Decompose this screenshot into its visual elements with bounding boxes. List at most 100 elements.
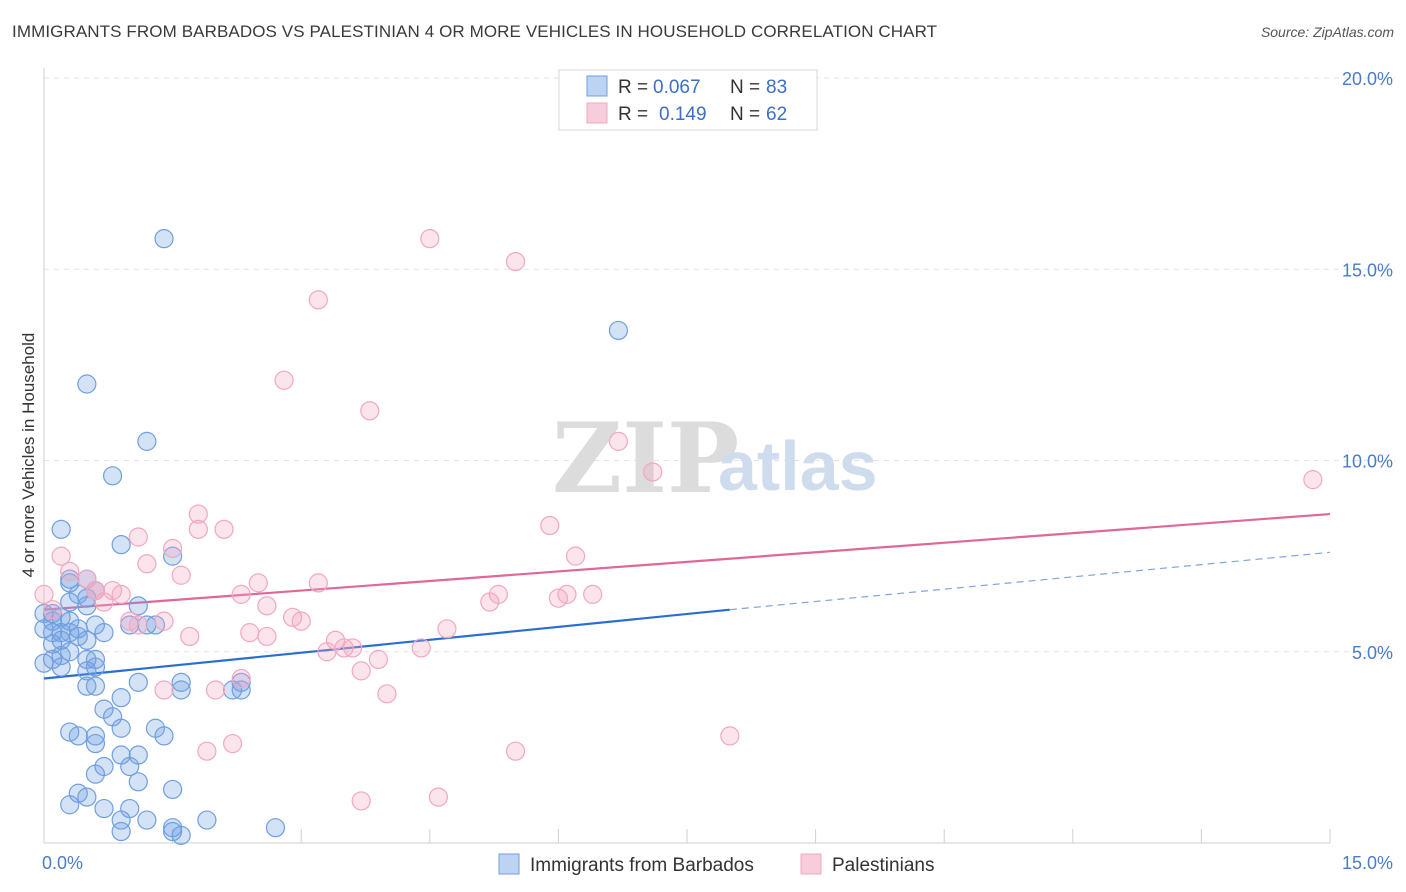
point-palestinians-21 xyxy=(308,573,328,593)
point-palestinians-41 xyxy=(240,623,260,643)
point-barbados-80 xyxy=(120,756,140,777)
bottom-legend-swatch-barbados xyxy=(498,853,520,875)
point-barbados-4 xyxy=(102,466,123,486)
y-tick-label-2: 15.0% xyxy=(1342,260,1393,280)
watermark-atlas: atlas xyxy=(718,427,878,505)
point-barbados-66 xyxy=(111,810,131,830)
point-palestinians-33 xyxy=(257,596,277,616)
x-tick-label-1: 15.0% xyxy=(1342,853,1393,873)
bottom-legend-label-barbados: Immigrants from Barbados xyxy=(530,855,754,876)
point-barbados-70 xyxy=(265,818,286,838)
point-barbados-50 xyxy=(68,726,88,746)
point-palestinians-49 xyxy=(351,661,371,681)
point-barbados-69 xyxy=(197,810,217,830)
legend-r-label-1: R = xyxy=(618,77,648,98)
trend-line-barbados xyxy=(43,608,730,680)
point-barbados-5 xyxy=(51,519,71,539)
point-barbados-46 xyxy=(231,680,251,700)
point-palestinians-50 xyxy=(154,680,174,700)
point-barbados-6 xyxy=(111,535,131,555)
point-palestinians-12 xyxy=(128,527,148,547)
point-palestinians-13 xyxy=(163,538,183,559)
y-axis-title: 4 or more Vehicles in Household xyxy=(19,333,38,578)
x-tick-label-0: 0.0% xyxy=(42,853,83,873)
point-palestinians-26 xyxy=(231,584,251,604)
point-palestinians-61 xyxy=(85,580,106,601)
point-palestinians-39 xyxy=(437,619,457,639)
point-barbados-47 xyxy=(111,688,131,708)
point-palestinians-42 xyxy=(257,626,277,647)
point-barbados-81 xyxy=(77,661,97,681)
point-barbados-39 xyxy=(128,672,148,692)
point-palestinians-30 xyxy=(557,584,577,604)
point-palestinians-7 xyxy=(1303,470,1323,490)
point-palestinians-51 xyxy=(205,680,226,700)
y-tick-label-1: 10.0% xyxy=(1342,452,1393,472)
point-palestinians-57 xyxy=(505,741,526,761)
point-barbados-64 xyxy=(94,798,114,819)
point-palestinians-28 xyxy=(488,584,508,604)
legend-n-label-1: N = xyxy=(730,77,760,98)
point-palestinians-36 xyxy=(128,615,148,635)
point-palestinians-45 xyxy=(411,638,431,658)
point-palestinians-55 xyxy=(223,733,243,754)
gridlines xyxy=(44,77,1395,653)
point-palestinians-25 xyxy=(34,584,54,604)
point-palestinians-52 xyxy=(231,668,251,689)
legend-swatch-barbados xyxy=(586,75,608,97)
point-barbados-73 xyxy=(163,821,183,842)
point-barbados-75 xyxy=(51,630,71,650)
point-palestinians-19 xyxy=(171,565,191,585)
trend-line-palestinians xyxy=(43,512,1331,611)
point-barbados-51 xyxy=(85,726,106,746)
point-palestinians-60 xyxy=(42,600,63,620)
point-barbados-76 xyxy=(68,619,88,639)
point-barbados-0 xyxy=(154,229,174,249)
point-palestinians-6 xyxy=(643,462,663,482)
point-barbados-67 xyxy=(137,810,157,830)
trend-line-barbados-extension xyxy=(729,551,1331,611)
point-barbados-78 xyxy=(60,592,80,612)
point-palestinians-9 xyxy=(188,519,208,539)
point-palestinians-15 xyxy=(137,554,157,574)
point-barbados-55 xyxy=(85,733,106,754)
point-barbados-15 xyxy=(128,596,148,616)
point-barbados-2 xyxy=(77,374,97,394)
source-label: Source: ZipAtlas.com xyxy=(1260,24,1394,40)
point-palestinians-48 xyxy=(368,649,388,670)
point-barbados-37 xyxy=(34,653,54,673)
y-tick-label-3: 20.0% xyxy=(1342,69,1393,89)
x-tick-labels: 0.0% 15.0% xyxy=(42,853,1393,873)
point-palestinians-46 xyxy=(343,638,363,658)
legend-n-value-1: 83 xyxy=(766,77,787,98)
data-points xyxy=(34,229,1323,845)
bottom-legend-label-palestinians: Palestinians xyxy=(832,855,934,876)
point-barbados-82 xyxy=(51,657,71,677)
legend: R = 0.067 N = 83 R = 0.149 N = 62 xyxy=(558,69,818,131)
chart-title: IMMIGRANTS FROM BARBADOS VS PALESTINIAN … xyxy=(12,22,938,41)
point-palestinians-14 xyxy=(51,546,71,566)
legend-n-label-2: N = xyxy=(730,104,760,125)
point-barbados-40 xyxy=(171,672,191,692)
point-barbados-60 xyxy=(128,772,148,792)
point-palestinians-8 xyxy=(188,504,208,524)
point-barbados-44 xyxy=(171,680,191,700)
point-palestinians-4 xyxy=(360,401,380,421)
point-palestinians-16 xyxy=(565,546,586,566)
legend-r-value-1: 0.067 xyxy=(653,77,701,98)
point-palestinians-10 xyxy=(214,519,234,539)
point-palestinians-47 xyxy=(317,642,337,662)
point-palestinians-20 xyxy=(248,573,268,593)
point-palestinians-2 xyxy=(308,290,328,310)
point-barbados-74 xyxy=(68,783,88,803)
point-palestinians-5 xyxy=(608,431,629,451)
axes xyxy=(43,68,1331,844)
point-palestinians-17 xyxy=(60,561,80,582)
point-palestinians-3 xyxy=(274,370,294,390)
point-barbados-59 xyxy=(85,764,106,784)
point-palestinians-54 xyxy=(720,726,740,746)
point-palestinians-31 xyxy=(583,584,603,604)
legend-r-value-2: 0.149 xyxy=(659,104,707,125)
point-palestinians-58 xyxy=(351,791,371,811)
